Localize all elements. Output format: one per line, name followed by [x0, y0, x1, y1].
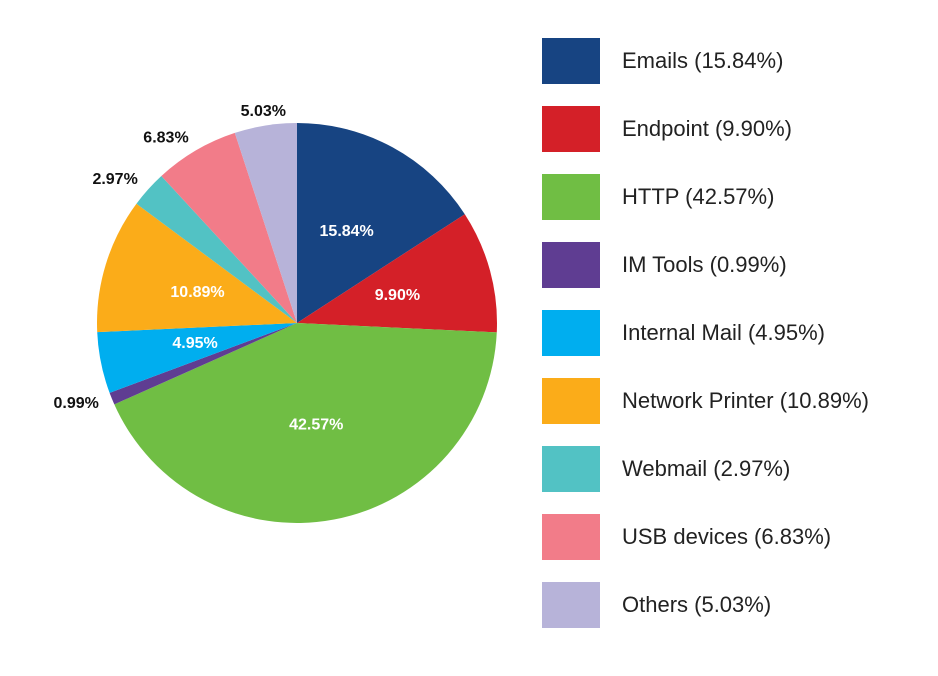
slice-label-internal-mail: 4.95%: [172, 335, 217, 352]
legend-label: Internal Mail (4.95%): [622, 320, 825, 345]
legend-item-internal-mail: Internal Mail (4.95%): [542, 310, 932, 378]
legend-swatch: [542, 378, 600, 424]
legend-swatch: [542, 446, 600, 492]
slice-label-network-printer: 10.89%: [170, 284, 224, 301]
pie-slice-emails: [297, 123, 465, 323]
legend-label: USB devices (6.83%): [622, 524, 832, 549]
legend-item-others: Others (5.03%): [542, 582, 932, 650]
pie-slice-internal-mail: [97, 323, 297, 393]
slice-label-others: 5.03%: [241, 103, 286, 120]
pie-slice-webmail: [136, 176, 297, 323]
pie-slice-http: [114, 323, 497, 523]
legend-label: HTTP (42.57%): [622, 184, 775, 209]
slice-label-http: 42.57%: [289, 416, 343, 433]
slice-label-emails: 15.84%: [320, 223, 374, 240]
pie-slice-others: [234, 123, 297, 323]
legend-swatch: [542, 310, 600, 356]
legend-item-emails: Emails (15.84%): [542, 38, 932, 106]
legend-label: Network Printer (10.89%): [622, 388, 869, 413]
legend-label: Others (5.03%): [622, 592, 772, 617]
legend-swatch: [542, 174, 600, 220]
slice-label-im-tools: 0.99%: [54, 395, 99, 412]
slice-label-endpoint: 9.90%: [375, 287, 420, 304]
legend-label: Endpoint (9.90%): [622, 116, 792, 141]
legend-label: Emails (15.84%): [622, 48, 784, 73]
legend-swatch: [542, 582, 600, 628]
pie-slice-usb-devices: [161, 132, 297, 323]
legend-item-usb-devices: USB devices (6.83%): [542, 514, 932, 582]
legend-label: IM Tools (0.99%): [622, 252, 787, 277]
legend-swatch: [542, 514, 600, 560]
legend-item-webmail: Webmail (2.97%): [542, 446, 932, 514]
legend-label: Webmail (2.97%): [622, 456, 791, 481]
pie-slice-endpoint: [297, 214, 498, 333]
pie-slice-im-tools: [109, 323, 298, 405]
legend-swatch: [542, 242, 600, 288]
legend-item-im-tools: IM Tools (0.99%): [542, 242, 932, 310]
legend-item-http: HTTP (42.57%): [542, 174, 932, 242]
legend-item-endpoint: Endpoint (9.90%): [542, 106, 932, 174]
legend-swatch: [542, 38, 600, 84]
slice-label-webmail: 2.97%: [92, 171, 137, 188]
legend-item-network-printer: Network Printer (10.89%): [542, 378, 932, 446]
legend-swatch: [542, 106, 600, 152]
legend: Emails (15.84%) Endpoint (9.90%) HTTP (42.…: [542, 38, 932, 650]
pie-slice-network-printer: [97, 203, 297, 333]
slice-label-usb-devices: 6.83%: [143, 130, 188, 147]
